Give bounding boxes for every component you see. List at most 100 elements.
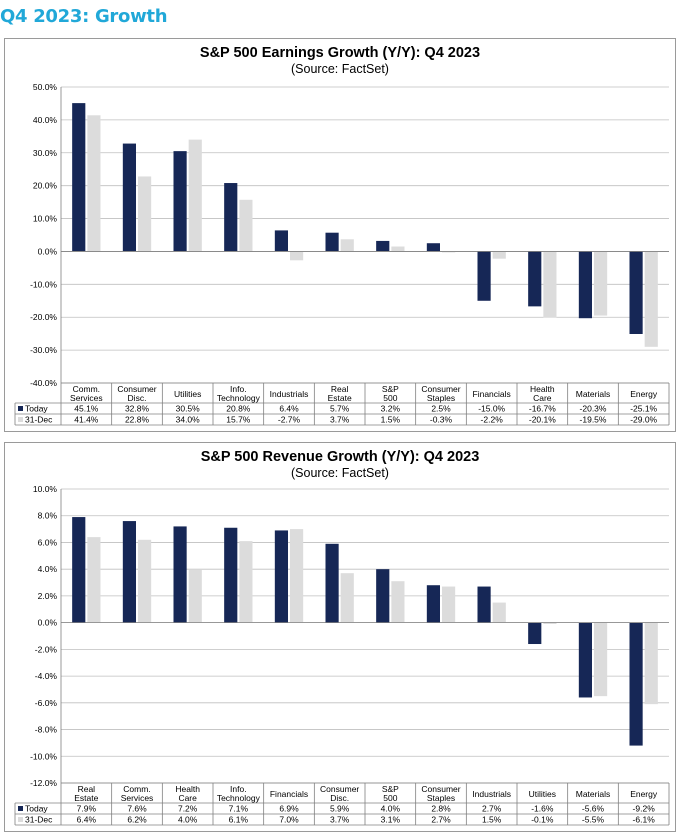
category-label: Care (533, 393, 552, 403)
category-label: Health (530, 384, 555, 394)
y-tick-label: -2.0% (35, 644, 58, 654)
legend-swatch-31-dec (18, 817, 23, 822)
legend-label-31-dec: 31-Dec (25, 415, 53, 425)
data-label: 3.2% (381, 404, 401, 414)
data-label: 34.0% (176, 415, 201, 425)
category-label: Utilities (174, 389, 201, 399)
bar-31-dec (594, 251, 608, 316)
data-label: -20.3% (580, 404, 607, 414)
data-label: -29.0% (630, 415, 657, 425)
bar-31-dec (340, 239, 354, 252)
category-label: Consumer (117, 384, 156, 394)
data-label: 7.0% (279, 815, 299, 825)
data-label: 7.9% (77, 804, 97, 814)
page-title: Q4 2023: Growth (0, 6, 168, 27)
data-label: 2.7% (431, 815, 451, 825)
data-label: 7.2% (178, 804, 198, 814)
bar-31-dec (543, 622, 557, 624)
y-tick-label: -20.0% (30, 312, 57, 322)
earnings-growth-chart: S&P 500 Earnings Growth (Y/Y): Q4 2023 (S… (4, 38, 676, 432)
data-label: 15.7% (226, 415, 251, 425)
data-label: -16.7% (529, 404, 556, 414)
category-label: Estate (74, 793, 98, 803)
category-label: Disc. (330, 793, 349, 803)
data-label: -0.3% (430, 415, 453, 425)
bar-today (578, 251, 592, 319)
bar-31-dec (391, 246, 405, 252)
bar-today (528, 622, 542, 645)
data-label: 3.1% (381, 815, 401, 825)
revenue-chart-svg: S&P 500 Revenue Growth (Y/Y): Q4 2023(So… (14, 449, 670, 826)
y-tick-label: 10.0% (33, 214, 58, 224)
data-label: 22.8% (125, 415, 150, 425)
legend-label-today: Today (25, 804, 48, 814)
category-label: Real (331, 384, 349, 394)
category-label: Technology (217, 793, 261, 803)
bar-today (224, 527, 238, 623)
category-label: Energy (630, 389, 658, 399)
y-tick-label: -40.0% (30, 378, 57, 388)
category-label: Utilities (529, 789, 556, 799)
y-tick-label: 0.0% (38, 618, 58, 628)
data-label: 1.5% (482, 815, 502, 825)
bar-today (274, 530, 288, 623)
data-label: 6.4% (279, 404, 299, 414)
y-tick-label: 40.0% (33, 115, 58, 125)
bar-today (173, 526, 187, 623)
chart-title: S&P 500 Earnings Growth (Y/Y): Q4 2023 (200, 45, 480, 61)
y-tick-label: -30.0% (30, 345, 57, 355)
bar-31-dec (239, 199, 253, 252)
legend-swatch-today (18, 806, 23, 811)
legend-label-today: Today (25, 404, 48, 414)
category-label: Comm. (123, 784, 150, 794)
bar-today (224, 183, 238, 252)
data-label: -2.7% (278, 415, 301, 425)
data-label: 1.5% (381, 415, 401, 425)
y-tick-label: 30.0% (33, 148, 58, 158)
bar-31-dec (290, 529, 304, 623)
data-label: 45.1% (74, 404, 99, 414)
category-label: Staples (427, 393, 455, 403)
data-label: 30.5% (176, 404, 201, 414)
data-label: 7.6% (127, 804, 147, 814)
bar-today (72, 103, 86, 252)
category-label: Info. (230, 384, 247, 394)
category-label: Consumer (320, 784, 359, 794)
bar-31-dec (391, 581, 405, 623)
data-label: 6.1% (229, 815, 249, 825)
bar-today (376, 569, 390, 623)
data-label: -2.2% (481, 415, 504, 425)
bar-31-dec (543, 251, 557, 318)
category-label: Financials (473, 389, 511, 399)
chart-subtitle: (Source: FactSet) (291, 466, 389, 480)
y-tick-label: 4.0% (38, 564, 58, 574)
data-label: -9.2% (633, 804, 656, 814)
bar-today (122, 143, 136, 252)
bar-31-dec (340, 573, 354, 623)
data-label: 4.0% (381, 804, 401, 814)
data-label: -15.0% (478, 404, 505, 414)
data-label: 4.0% (178, 815, 198, 825)
category-label: Disc. (128, 393, 147, 403)
bar-31-dec (138, 539, 152, 623)
category-label: Industrials (472, 789, 511, 799)
y-tick-label: 20.0% (33, 181, 58, 191)
category-label: Staples (427, 793, 455, 803)
bar-31-dec (87, 115, 101, 252)
data-label: -0.1% (531, 815, 554, 825)
bar-31-dec (492, 251, 506, 259)
category-label: 500 (383, 793, 397, 803)
earnings-chart-svg: S&P 500 Earnings Growth (Y/Y): Q4 2023(S… (14, 45, 670, 426)
data-label: 6.4% (77, 815, 97, 825)
bar-today (578, 622, 592, 698)
category-label: S&P (382, 784, 399, 794)
category-label: Technology (217, 393, 261, 403)
bar-today (122, 521, 136, 623)
data-label: 6.2% (127, 815, 147, 825)
category-label: Services (70, 393, 103, 403)
data-label: -5.6% (582, 804, 605, 814)
data-label: -5.5% (582, 815, 605, 825)
y-tick-label: -8.0% (35, 725, 58, 735)
y-tick-label: 10.0% (33, 484, 58, 494)
bar-today (426, 243, 440, 252)
